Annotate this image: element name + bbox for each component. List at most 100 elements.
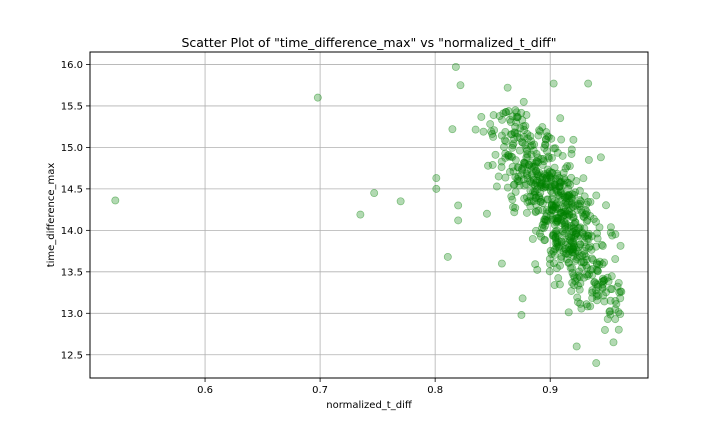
scatter-point <box>454 216 463 225</box>
scatter-point <box>479 127 488 136</box>
scatter-point <box>517 170 526 179</box>
scatter-point <box>546 211 555 220</box>
scatter-point <box>611 305 620 314</box>
scatter-point <box>546 186 555 195</box>
scatter-point <box>527 197 536 206</box>
y-tick-label: 15.5 <box>61 101 83 112</box>
scatter-point <box>531 159 540 168</box>
scatter-point <box>517 311 526 319</box>
scatter-point <box>552 186 561 195</box>
scatter-point <box>543 174 552 183</box>
scatter-point <box>568 195 577 204</box>
scatter-point <box>606 296 615 305</box>
x-axis-label: normalized_t_diff <box>326 400 413 411</box>
scatter-point <box>568 228 577 237</box>
scatter-point <box>572 177 581 186</box>
scatter-point <box>454 201 463 210</box>
scatter-point <box>557 237 566 246</box>
scatter-point <box>532 207 540 216</box>
scatter-point <box>569 237 578 246</box>
scatter-point <box>549 201 558 210</box>
scatter-point <box>551 181 560 190</box>
scatter-point <box>572 255 581 264</box>
scatter-point <box>548 189 557 198</box>
scatter-point <box>579 212 588 221</box>
scatter-point <box>570 234 579 243</box>
scatter-point <box>590 278 599 287</box>
scatter-point <box>541 140 550 149</box>
scatter-point <box>533 265 542 274</box>
scatter-point <box>537 178 546 187</box>
scatter-point <box>507 192 516 201</box>
scatter-point <box>497 157 506 166</box>
scatter-point <box>531 187 539 196</box>
scatter-point <box>477 113 486 121</box>
scatter-point <box>592 242 600 251</box>
scatter-point <box>508 153 517 162</box>
scatter-point <box>567 224 576 233</box>
scatter-point <box>536 127 545 136</box>
scatter-point <box>535 192 543 201</box>
scatter-point <box>549 231 558 240</box>
scatter-point <box>499 109 508 118</box>
scatter-point <box>560 176 569 185</box>
scatter-point <box>556 261 564 270</box>
scatter-point <box>542 209 551 218</box>
scatter-point <box>501 149 510 158</box>
scatter-point <box>553 216 561 225</box>
scatter-point <box>549 144 558 153</box>
scatter-point <box>511 187 520 196</box>
scatter-point <box>571 277 580 286</box>
scatter-point <box>603 273 612 282</box>
scatter-point <box>592 289 601 298</box>
scatter-point <box>527 178 536 187</box>
scatter-point <box>518 116 527 125</box>
scatter-point <box>581 252 590 261</box>
scatter-point <box>542 128 551 137</box>
scatter-point <box>567 233 576 242</box>
scatter-point <box>550 180 559 189</box>
scatter-point <box>520 132 529 141</box>
scatter-point <box>545 183 554 192</box>
scatter-point <box>541 135 550 144</box>
scatter-point <box>573 253 582 262</box>
scatter-point <box>541 182 550 191</box>
scatter-point <box>532 150 541 158</box>
scatter-point <box>497 163 506 172</box>
scatter-point <box>523 174 532 183</box>
scatter-point <box>571 217 580 226</box>
scatter-point <box>501 127 510 136</box>
scatter-point <box>562 249 571 258</box>
scatter-point <box>616 241 625 250</box>
scatter-point <box>511 173 520 182</box>
scatter-point <box>554 243 563 252</box>
scatter-point <box>596 153 605 162</box>
scatter-point <box>511 106 520 115</box>
scatter-point <box>576 299 585 308</box>
scatter-point <box>567 287 576 295</box>
scatter-point <box>547 175 556 184</box>
scatter-point <box>542 173 551 182</box>
scatter-point <box>552 214 561 222</box>
scatter-point <box>554 188 563 197</box>
scatter-point <box>533 170 542 179</box>
scatter-point <box>594 291 603 300</box>
scatter-point <box>542 212 551 221</box>
scatter-point <box>586 302 595 311</box>
x-tick-label: 0.6 <box>197 385 213 396</box>
scatter-point <box>560 221 569 229</box>
scatter-point <box>530 181 539 189</box>
scatter-point <box>593 229 601 238</box>
scatter-point <box>583 302 592 311</box>
scatter-point <box>565 197 574 206</box>
scatter-point <box>562 255 571 264</box>
scatter-point <box>513 129 522 138</box>
scatter-point <box>576 231 585 240</box>
scatter-point <box>569 238 578 247</box>
scatter-point <box>522 193 531 202</box>
scatter-point <box>598 283 607 292</box>
scatter-point <box>563 200 572 209</box>
scatter-point <box>530 140 539 149</box>
scatter-point <box>592 359 601 368</box>
scatter-point <box>555 280 564 289</box>
